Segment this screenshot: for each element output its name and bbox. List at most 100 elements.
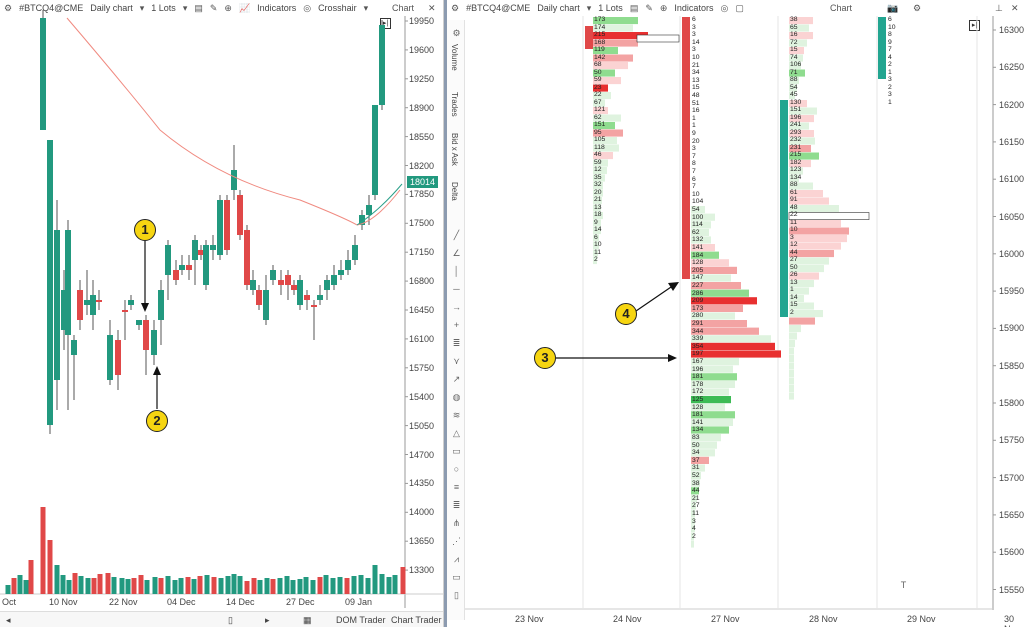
vertical-line-icon[interactable]: │: [453, 266, 460, 276]
date-tick: 04 Dec: [167, 597, 196, 607]
settings-icon[interactable]: ⚙: [4, 2, 13, 13]
scroll-left-icon[interactable]: ◂: [6, 615, 11, 625]
close-icon[interactable]: ✕: [1011, 3, 1019, 13]
trend-line-icon[interactable]: ╱: [453, 230, 460, 240]
template-icon[interactable]: ▤: [629, 2, 639, 13]
footprint-bar: [593, 212, 603, 220]
price-tick: 15750: [409, 362, 435, 373]
chevron-down-icon[interactable]: ▾: [139, 2, 145, 13]
scroll-thumb[interactable]: ▯: [228, 615, 233, 625]
left-chart-pane: ⚙ #BTCQ4@CME Daily chart ▾ 1 Lots ▾ ▤ ✎ …: [0, 0, 444, 627]
angle-icon[interactable]: ∠: [452, 248, 461, 258]
timeframe-selector[interactable]: Daily chart: [90, 3, 133, 13]
chevron-down-icon[interactable]: ▾: [586, 2, 592, 13]
zoom-icon[interactable]: ⊕: [224, 2, 232, 13]
volume-bar: [330, 578, 336, 594]
crosshair-icon[interactable]: ◎: [720, 2, 729, 13]
fib-extension-icon[interactable]: ≣: [452, 500, 461, 510]
tab-volume[interactable]: Volume: [450, 44, 459, 71]
volume-bar: [185, 577, 191, 594]
candle-body: [311, 305, 317, 307]
price-tick: 16800: [409, 276, 435, 287]
close-icon[interactable]: ✕: [428, 3, 436, 13]
template-icon[interactable]: ▤: [194, 2, 203, 13]
camera-icon[interactable]: 📷: [887, 3, 899, 13]
text-icon[interactable]: T: [900, 580, 907, 590]
candle-body: [65, 230, 71, 335]
cross-icon[interactable]: +: [453, 320, 460, 330]
arrow-icon[interactable]: →: [452, 302, 461, 312]
dom-trader-button[interactable]: DOM Trader: [336, 615, 386, 625]
scroll-to-end-icon[interactable]: ▸|: [969, 20, 980, 31]
candle-body: [143, 320, 149, 350]
footprint-cell: 205: [692, 266, 704, 274]
scroll-right-icon[interactable]: ▸: [265, 615, 270, 625]
pin-icon[interactable]: ⊥: [995, 3, 1003, 13]
triangle-icon[interactable]: △: [453, 428, 460, 438]
zoom-icon[interactable]: ⊕: [659, 2, 668, 13]
symbol-selector[interactable]: #BTCQ4@CME: [466, 3, 531, 13]
settings-icon[interactable]: ⚙: [451, 2, 460, 13]
calendar-icon[interactable]: ▦: [303, 615, 312, 625]
footprint-bar: [593, 189, 603, 197]
lots-selector[interactable]: 1 Lots: [598, 3, 623, 13]
chevron-down-icon[interactable]: ▾: [363, 2, 369, 13]
timeframe-selector[interactable]: Daily chart: [537, 3, 580, 13]
ellipse-icon[interactable]: ○: [453, 464, 460, 474]
footprint-cell: 104: [692, 198, 704, 206]
fib-icon[interactable]: ≡: [453, 482, 460, 492]
ruler-icon[interactable]: ▯: [454, 590, 459, 600]
footprint-cell: 105: [594, 136, 606, 143]
price-tick: 17500: [409, 218, 435, 229]
circle-fib-icon[interactable]: ◍: [452, 392, 461, 402]
tab-delta[interactable]: Delta: [450, 182, 459, 201]
pane-divider[interactable]: [444, 0, 447, 627]
symbol-selector[interactable]: #BTCQ4@CME: [19, 3, 84, 13]
footprint-bar: [593, 122, 615, 130]
candle-body: [203, 245, 209, 285]
horizontal-line-icon[interactable]: ─: [453, 284, 460, 294]
footprint-cell: 280: [692, 312, 704, 320]
footprint-cell: 15: [692, 84, 700, 92]
lots-selector[interactable]: 1 Lots: [151, 3, 176, 13]
indicators-button[interactable]: Indicators: [257, 3, 297, 13]
layout-icon[interactable]: ▢: [735, 2, 744, 13]
cluster-settings-icon[interactable]: ⚙: [452, 28, 461, 38]
footprint-bar: [691, 297, 757, 305]
pencil-icon[interactable]: ✎: [209, 2, 218, 13]
tab-bid-ask[interactable]: Bid x Ask: [450, 133, 459, 166]
footprint-cell: 72: [790, 38, 798, 46]
crosshair-icon[interactable]: ◎: [303, 2, 312, 13]
pencil-icon[interactable]: ✎: [645, 2, 653, 13]
channel-icon[interactable]: ≣: [452, 338, 461, 348]
scroll-to-end-icon[interactable]: ▸|: [380, 18, 391, 29]
indicators-button[interactable]: Indicators: [674, 3, 714, 13]
candle-body: [285, 275, 291, 285]
zigzag-icon[interactable]: ⩘: [453, 554, 460, 564]
gear-icon[interactable]: ⚙: [913, 3, 922, 13]
fork-icon[interactable]: ⋎: [453, 356, 460, 366]
footprint-cell: 181: [692, 411, 704, 419]
footprint-cell: 118: [594, 143, 605, 151]
ray-icon[interactable]: ↗: [452, 374, 461, 384]
footprint-cell: 197: [692, 350, 704, 358]
volume-bar: [191, 579, 197, 594]
rectangle-icon[interactable]: ▭: [452, 446, 461, 456]
footprint-bar: [789, 145, 811, 153]
gann-icon[interactable]: ⋔: [452, 518, 461, 528]
annotation-arrow-4: [635, 284, 675, 312]
candle-body: [231, 170, 237, 190]
date-tick: 14 Dec: [226, 597, 255, 607]
footprint-chart[interactable]: [447, 0, 1030, 627]
range-icon[interactable]: ▭: [452, 572, 461, 582]
tab-trades[interactable]: Trades: [450, 92, 459, 117]
crosshair-button[interactable]: Crosshair: [318, 3, 357, 13]
price-tick: 13650: [409, 536, 435, 547]
chart-trader-button[interactable]: Chart Trader: [391, 615, 442, 625]
fan-icon[interactable]: ≋: [452, 410, 461, 420]
indicators-icon[interactable]: 📈: [238, 2, 251, 13]
chevron-down-icon[interactable]: ▾: [182, 2, 188, 13]
wave-icon[interactable]: ⋰: [452, 536, 461, 546]
price-tick: 15050: [409, 420, 435, 431]
candlestick-chart[interactable]: [0, 0, 444, 627]
